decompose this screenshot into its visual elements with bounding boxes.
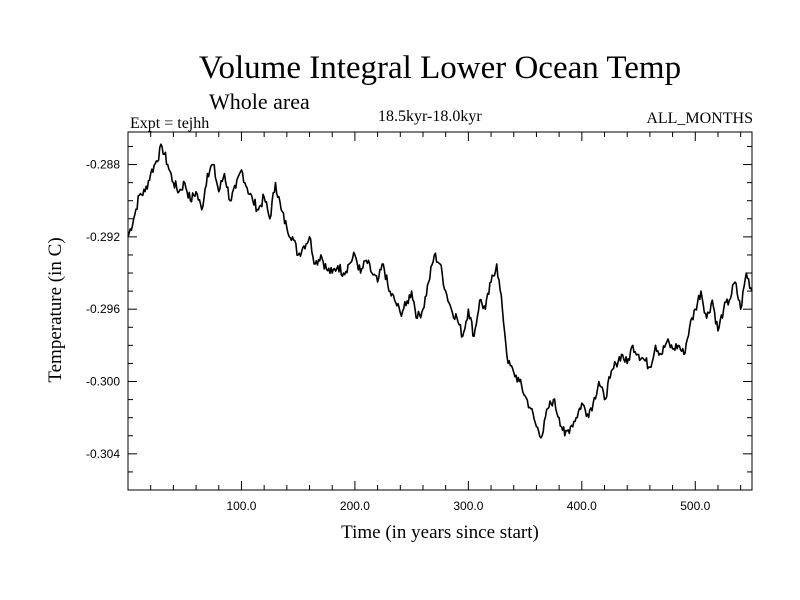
months-label: ALL_MONTHS — [646, 110, 753, 127]
period-label: 18.5kyr-18.0kyr — [378, 108, 482, 125]
experiment-label: Expt = tejhh — [130, 115, 210, 132]
x-axis-label: Time (in years since start) — [341, 522, 539, 543]
y-tick-label: -0.296 — [86, 302, 120, 316]
x-tick-label: 300.0 — [453, 499, 483, 513]
chart-title: Volume Integral Lower Ocean Temp — [198, 50, 682, 86]
y-tick-label: -0.292 — [86, 230, 120, 244]
y-tick-label: -0.300 — [86, 375, 120, 389]
x-tick-label: 200.0 — [340, 499, 370, 513]
chart-subtitle: Whole area — [209, 89, 310, 114]
x-tick-label: 500.0 — [680, 499, 710, 513]
x-tick-label: 100.0 — [226, 499, 256, 513]
x-tick-label: 400.0 — [567, 499, 597, 513]
plot-frame — [127, 131, 753, 491]
series-line — [127, 143, 753, 439]
y-tick-label: -0.288 — [86, 158, 120, 172]
y-tick-label: -0.304 — [86, 447, 120, 461]
